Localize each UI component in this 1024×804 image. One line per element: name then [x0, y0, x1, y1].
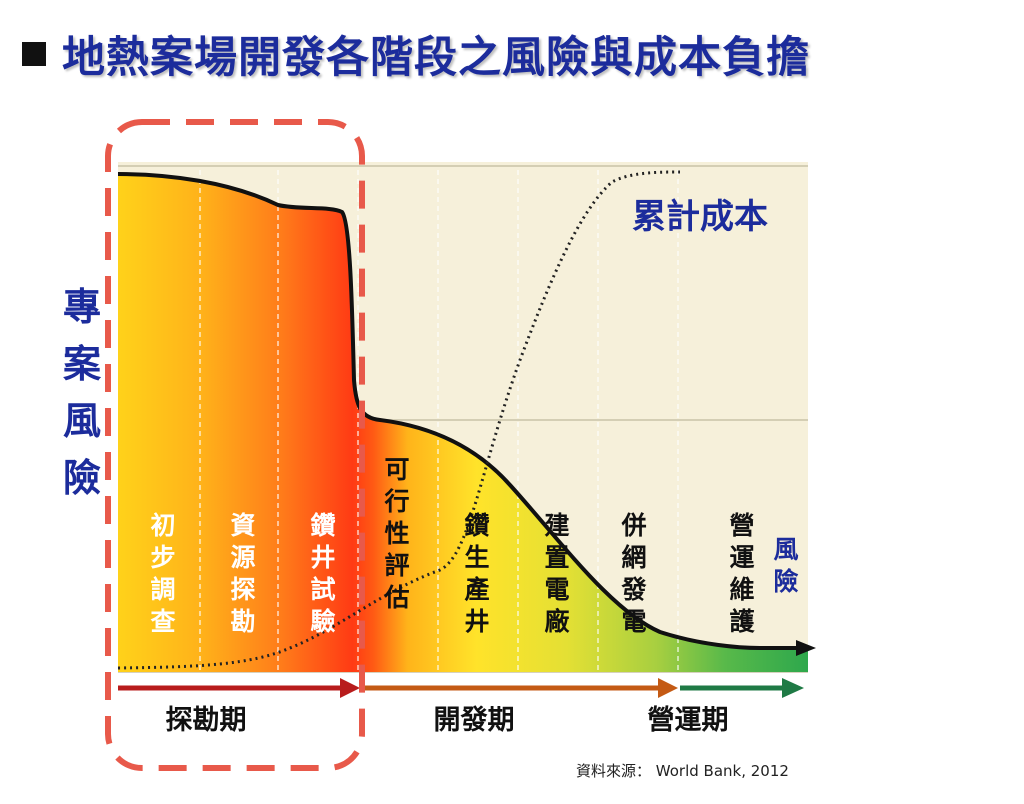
stage-label-char: 建	[544, 511, 569, 540]
stage-label-char: 行	[383, 487, 409, 516]
phase-arrowhead-operation	[782, 678, 804, 698]
stage-label-char: 營	[729, 511, 754, 540]
title-bar: 地熱案場開發各階段之風險與成本負擔	[22, 22, 810, 86]
phase-label: 營運期	[648, 705, 729, 736]
risk-end-label: 風險	[773, 535, 798, 596]
stage-label-char: 驗	[310, 607, 335, 636]
stage-label-char: 護	[729, 607, 755, 636]
stage-label-char: 探	[230, 575, 255, 604]
stage-label-char: 井	[464, 607, 489, 636]
stage-label-char: 鑽	[310, 511, 335, 540]
stage-label-char: 查	[150, 607, 175, 636]
stage-label-char: 調	[150, 575, 175, 604]
stage-label-char: 運	[729, 543, 754, 572]
stage-label-char: 可	[384, 455, 409, 484]
y-axis-label-char: 險	[63, 456, 101, 500]
y-axis-label-char: 專	[63, 285, 101, 329]
risk-curve	[117, 172, 800, 650]
stage-label-char: 井	[310, 543, 335, 572]
risk-area	[118, 174, 808, 672]
stage-label-char: 初	[150, 511, 175, 540]
stage-label-char: 發	[620, 575, 646, 604]
stage-dividers	[199, 170, 679, 672]
stage-label-char: 網	[621, 543, 646, 572]
exploration-highlight-box	[105, 119, 365, 771]
stage-label-char: 併	[620, 511, 646, 540]
stage-label-char: 試	[310, 575, 335, 604]
stage-label-char: 廠	[544, 607, 570, 636]
stage-label-char: 估	[383, 583, 409, 612]
risk-end-label-char: 風	[773, 535, 798, 564]
cumulative-cost-curve	[117, 170, 681, 670]
stage-label-char: 評	[384, 551, 409, 580]
stage-label-char: 維	[729, 575, 754, 604]
stage-label-char: 勘	[230, 607, 255, 636]
stage-label-char: 鑽	[464, 511, 489, 540]
stage-label-char: 源	[230, 543, 255, 572]
stage-label-char: 生	[464, 543, 489, 572]
page-title: 地熱案場開發各階段之風險與成本負擔	[62, 33, 810, 83]
square-bullet-icon	[22, 42, 46, 66]
cost-curve-label: 累計成本	[632, 197, 768, 237]
stage-label-char: 產	[464, 575, 489, 604]
stage-label-char: 資	[230, 511, 255, 540]
y-axis-label-char: 風	[63, 399, 101, 443]
phase-arrowhead-development	[658, 678, 678, 698]
risk-arrow-head	[796, 640, 816, 656]
stage-label-char: 電	[621, 607, 646, 636]
stage-label-char: 性	[384, 519, 409, 548]
stage-label-char: 置	[544, 543, 569, 572]
y-axis-label-char: 案	[63, 342, 102, 386]
phase-label: 探勘期	[166, 705, 247, 736]
stage-label-char: 電	[544, 575, 569, 604]
risk-end-label-char: 險	[773, 567, 798, 596]
phase-label: 開發期	[434, 705, 515, 736]
stage-label-char: 步	[150, 543, 175, 572]
source-citation: 資料來源： World Bank, 2012	[576, 762, 789, 780]
phase-arrowhead-exploration	[340, 678, 360, 698]
